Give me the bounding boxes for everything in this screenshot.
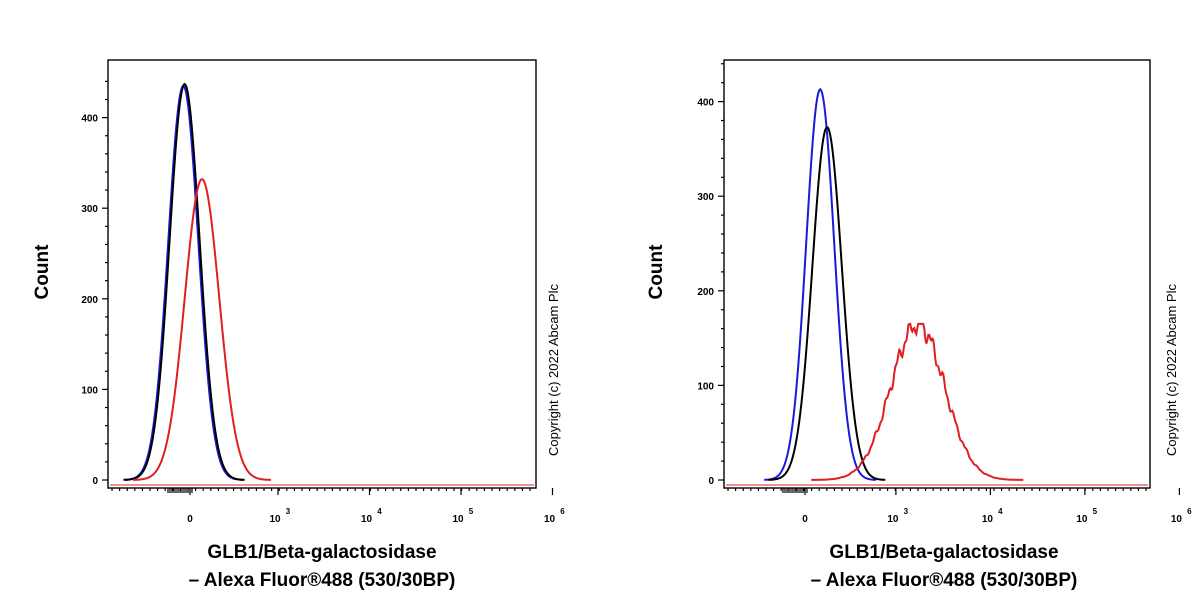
x-tick-label: 10 <box>544 514 556 525</box>
y-tick-label: 300 <box>697 192 714 203</box>
histogram-series-3 <box>133 178 271 481</box>
histogram-series-1 <box>123 84 244 481</box>
copyright-notice: Copyright (c) 2022 Abcam Plc <box>546 284 561 456</box>
x-tick-label: 0 <box>187 514 193 525</box>
x-tick-exponent: 6 <box>560 507 565 516</box>
x-tick-label: 10 <box>452 514 464 525</box>
plot-frame <box>107 59 537 489</box>
x-tick-exponent: 3 <box>286 507 291 516</box>
x-axis-label-line2: – Alexa Fluor®488 (530/30BP) <box>189 570 456 591</box>
x-tick-exponent: 5 <box>1093 507 1098 516</box>
x-tick-exponent: 4 <box>998 507 1003 516</box>
y-tick-label: 400 <box>697 98 714 109</box>
x-tick-label: 10 <box>982 514 994 525</box>
y-tick-label: 100 <box>697 381 714 392</box>
histogram-series-1 <box>764 87 877 481</box>
histogram-series-2 <box>124 82 245 481</box>
x-axis-label-line1: GLB1/Beta-galactosidase <box>207 542 436 563</box>
x-tick-exponent: 6 <box>1187 507 1192 516</box>
x-tick-exponent: 5 <box>469 507 474 516</box>
y-tick-label: 400 <box>81 114 98 125</box>
x-tick-exponent: 4 <box>377 507 382 516</box>
x-axis-label-line2: – Alexa Fluor®488 (530/30BP) <box>811 570 1078 591</box>
y-tick-label: 200 <box>697 287 714 298</box>
histogram-panel-1: 0 100 200 300 400 0 10 3 10 4 10 5 10 6 Count GLB1/Beta… <box>32 59 565 591</box>
x-tick-label: 10 <box>1076 514 1088 525</box>
histogram-panel-2: 0 100 200 300 400 0 10 3 10 4 10 5 10 6 Count GLB1/Beta… <box>646 59 1192 591</box>
y-tick-label: 300 <box>81 204 98 215</box>
y-tick-label: 0 <box>708 476 714 487</box>
x-tick-label: 10 <box>269 514 281 525</box>
x-tick-label: 10 <box>887 514 899 525</box>
y-axis-label: Count <box>646 244 667 300</box>
x-tick-exponent: 3 <box>904 507 909 516</box>
x-axis-label-line1: GLB1/Beta-galactosidase <box>829 542 1058 563</box>
y-tick-label: 0 <box>92 476 98 487</box>
x-tick-label: 0 <box>802 514 808 525</box>
x-tick-label: 10 <box>361 514 373 525</box>
y-tick-label: 200 <box>81 295 98 306</box>
copyright-notice: Copyright (c) 2022 Abcam Plc <box>1164 284 1179 456</box>
x-tick-label: 10 <box>1171 514 1183 525</box>
y-axis-label: Count <box>32 244 53 300</box>
histogram-series-2 <box>768 125 886 481</box>
plot-frame <box>723 59 1151 489</box>
histogram-series-3 <box>811 322 1024 481</box>
y-tick-label: 100 <box>81 385 98 396</box>
